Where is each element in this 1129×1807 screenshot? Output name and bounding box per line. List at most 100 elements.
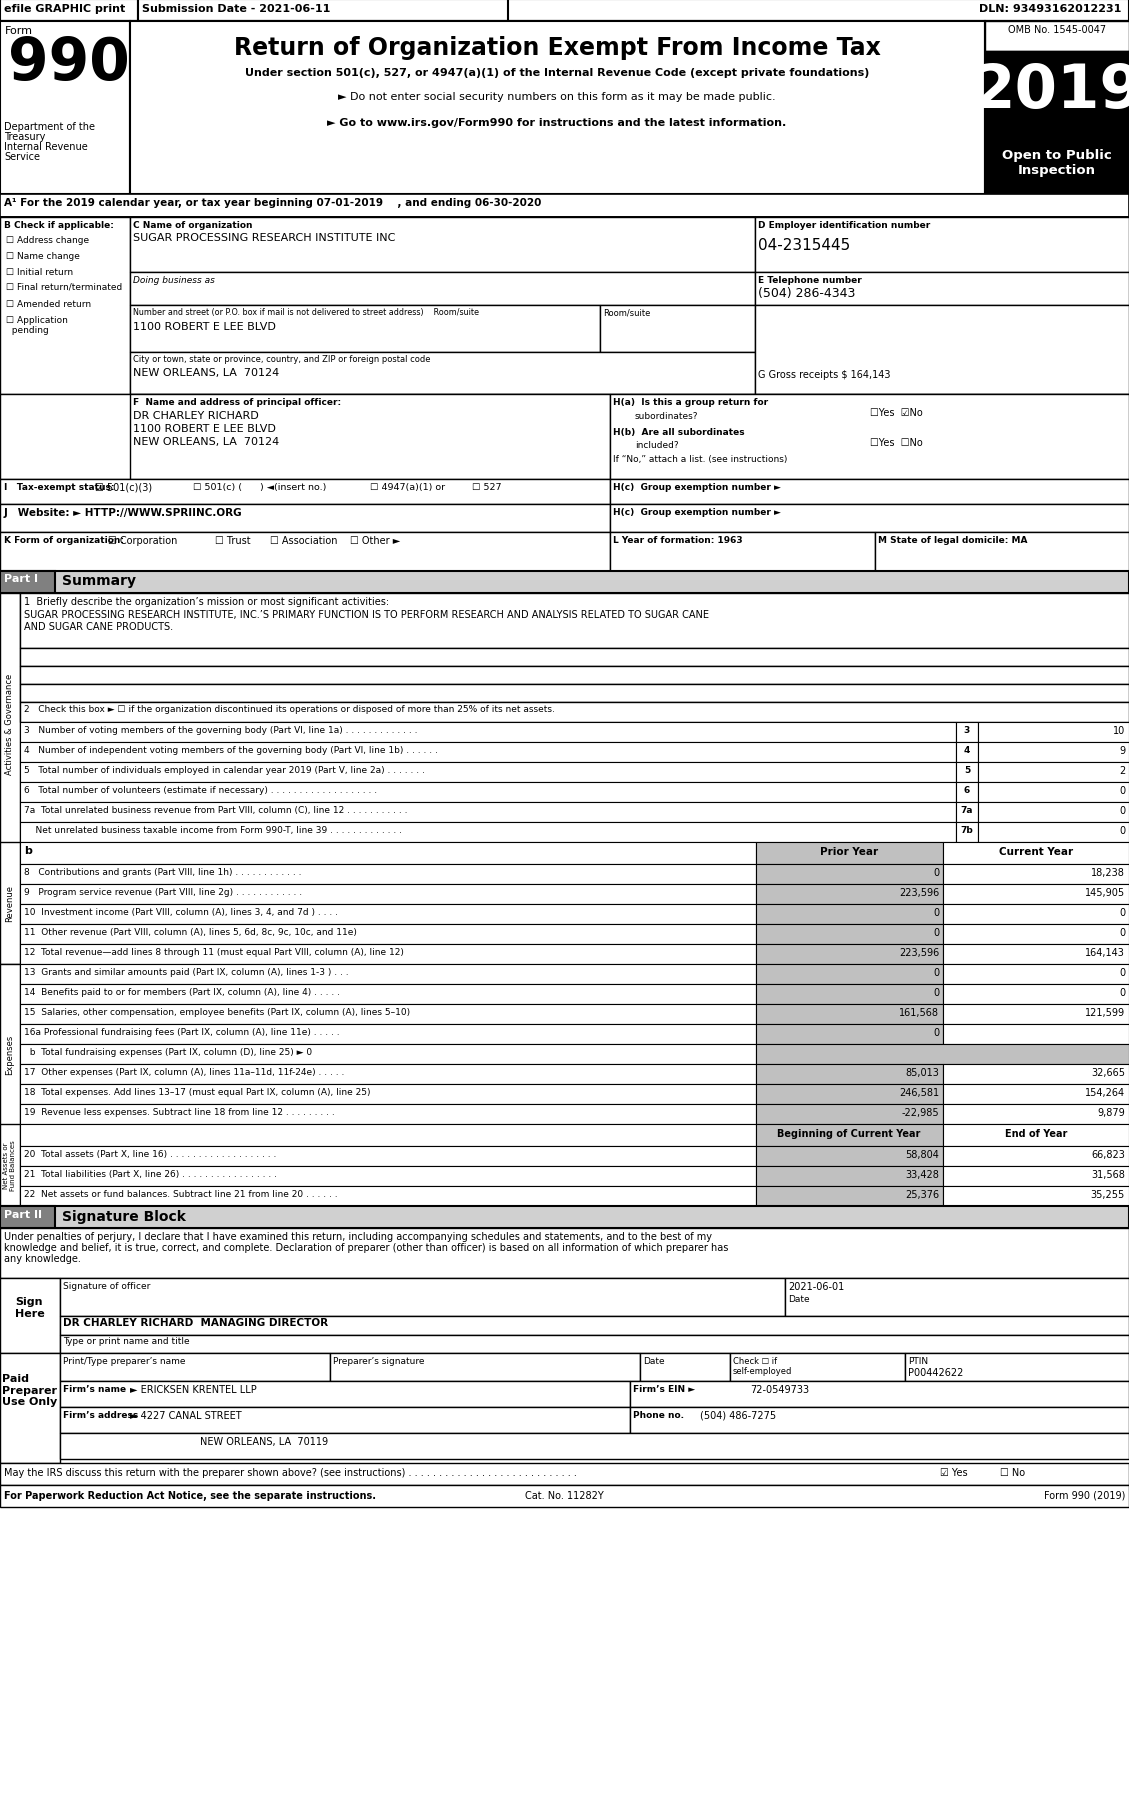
Bar: [610, 394, 1129, 479]
Text: 2   Check this box ► ☐ if the organization discontinued its operations or dispos: 2 Check this box ► ☐ if the organization…: [24, 705, 554, 714]
Bar: [20, 703, 1129, 723]
Text: C Name of organization: C Name of organization: [133, 220, 253, 229]
Text: 161,568: 161,568: [899, 1008, 939, 1017]
Bar: [984, 22, 1129, 52]
Bar: [20, 905, 756, 925]
Bar: [756, 965, 943, 985]
Text: included?: included?: [634, 441, 679, 450]
Text: 223,596: 223,596: [899, 887, 939, 898]
Bar: [610, 479, 1129, 504]
Text: L Year of formation: 1963: L Year of formation: 1963: [613, 535, 743, 544]
Bar: [0, 22, 1129, 195]
Text: 0: 0: [1119, 927, 1124, 938]
Text: Type or print name and title: Type or print name and title: [63, 1335, 190, 1344]
Text: 22  Net assets or fund balances. Subtract line 21 from line 20 . . . . . .: 22 Net assets or fund balances. Subtract…: [24, 1189, 338, 1198]
Text: Department of the: Department of the: [5, 121, 95, 132]
Bar: [0, 22, 130, 195]
Text: D Employer identification number: D Employer identification number: [758, 220, 930, 229]
Bar: [130, 352, 755, 394]
Text: ☐ Final return/terminated: ☐ Final return/terminated: [6, 284, 122, 293]
Bar: [943, 1084, 1129, 1104]
Text: Check ☐ if
self-employed: Check ☐ if self-employed: [733, 1357, 793, 1375]
Text: ☐ Association: ☐ Association: [270, 535, 338, 546]
Bar: [785, 1278, 1129, 1315]
Bar: [20, 1124, 756, 1146]
Text: 6: 6: [964, 786, 970, 795]
Text: 0: 0: [933, 867, 939, 878]
Text: ► 4227 CANAL STREET: ► 4227 CANAL STREET: [130, 1409, 242, 1420]
Text: 5: 5: [964, 766, 970, 775]
Text: 1100 ROBERT E LEE BLVD: 1100 ROBERT E LEE BLVD: [133, 425, 275, 434]
Text: 2: 2: [1119, 766, 1124, 775]
Text: Under penalties of perjury, I declare that I have examined this return, includin: Under penalties of perjury, I declare th…: [5, 1231, 712, 1241]
Text: Prior Year: Prior Year: [820, 846, 878, 857]
Bar: [0, 504, 610, 533]
Text: knowledge and belief, it is true, correct, and complete. Declaration of preparer: knowledge and belief, it is true, correc…: [5, 1243, 728, 1252]
Bar: [630, 1381, 1129, 1408]
Bar: [20, 743, 956, 763]
Text: E Telephone number: E Telephone number: [758, 276, 861, 286]
Text: 9,879: 9,879: [1097, 1108, 1124, 1117]
Bar: [943, 945, 1129, 965]
Bar: [756, 1187, 943, 1207]
Text: any knowledge.: any knowledge.: [5, 1254, 81, 1263]
Text: For Paperwork Reduction Act Notice, see the separate instructions.: For Paperwork Reduction Act Notice, see …: [5, 1491, 376, 1500]
Text: Firm’s address: Firm’s address: [63, 1409, 138, 1418]
Bar: [956, 802, 978, 822]
Text: H(c)  Group exemption number ►: H(c) Group exemption number ►: [613, 482, 781, 492]
Text: 7a: 7a: [961, 806, 973, 815]
Bar: [0, 533, 610, 571]
Text: 1  Briefly describe the organization’s mission or most significant activities:: 1 Briefly describe the organization’s mi…: [24, 596, 390, 607]
Bar: [0, 195, 1129, 219]
Bar: [20, 1005, 756, 1025]
Text: 6   Total number of volunteers (estimate if necessary) . . . . . . . . . . . . .: 6 Total number of volunteers (estimate i…: [24, 786, 377, 795]
Bar: [978, 763, 1129, 782]
Bar: [130, 394, 610, 479]
Bar: [610, 504, 1129, 533]
Bar: [20, 1084, 756, 1104]
Text: 4: 4: [964, 746, 970, 755]
Bar: [755, 305, 1129, 394]
Text: ☐ Other ►: ☐ Other ►: [350, 535, 401, 546]
Text: Under section 501(c), 527, or 4947(a)(1) of the Internal Revenue Code (except pr: Under section 501(c), 527, or 4947(a)(1)…: [245, 69, 869, 78]
Bar: [60, 1381, 630, 1408]
Bar: [943, 1146, 1129, 1166]
Text: Part I: Part I: [5, 573, 38, 584]
Text: 3: 3: [964, 726, 970, 735]
Bar: [943, 985, 1129, 1005]
Text: Phone no.: Phone no.: [633, 1409, 684, 1418]
Bar: [0, 1124, 20, 1207]
Text: Internal Revenue: Internal Revenue: [5, 143, 88, 152]
Text: Activities & Governance: Activities & Governance: [6, 672, 15, 773]
Bar: [943, 1166, 1129, 1187]
Text: B Check if applicable:: B Check if applicable:: [5, 220, 114, 229]
Bar: [756, 945, 943, 965]
Text: Signature Block: Signature Block: [62, 1209, 186, 1223]
Bar: [0, 1207, 55, 1229]
Text: NEW ORLEANS, LA  70124: NEW ORLEANS, LA 70124: [133, 437, 279, 446]
Text: 0: 0: [1119, 806, 1124, 815]
Text: Signature of officer: Signature of officer: [63, 1281, 150, 1290]
Text: Print/Type preparer’s name: Print/Type preparer’s name: [63, 1357, 185, 1366]
Text: 0: 0: [1119, 826, 1124, 835]
Text: 0: 0: [933, 987, 939, 997]
Bar: [0, 842, 20, 965]
Text: SUGAR PROCESSING RESEARCH INSTITUTE INC: SUGAR PROCESSING RESEARCH INSTITUTE INC: [133, 233, 395, 242]
Bar: [943, 1187, 1129, 1207]
Text: OMB No. 1545-0047: OMB No. 1545-0047: [1008, 25, 1106, 34]
Bar: [756, 864, 943, 884]
Bar: [20, 822, 956, 842]
Bar: [984, 52, 1129, 137]
Text: H(a)  Is this a group return for: H(a) Is this a group return for: [613, 398, 768, 407]
Bar: [20, 1104, 756, 1124]
Text: DR CHARLEY RICHARD: DR CHARLEY RICHARD: [133, 410, 259, 421]
Text: 164,143: 164,143: [1085, 947, 1124, 958]
Text: M State of legal domicile: MA: M State of legal domicile: MA: [878, 535, 1027, 544]
Text: Preparer’s signature: Preparer’s signature: [333, 1357, 425, 1366]
Text: Paid
Preparer
Use Only: Paid Preparer Use Only: [2, 1373, 58, 1406]
Bar: [755, 219, 1129, 273]
Bar: [0, 1485, 1129, 1507]
Bar: [756, 1084, 943, 1104]
Bar: [956, 782, 978, 802]
Text: ► ERICKSEN KRENTEL LLP: ► ERICKSEN KRENTEL LLP: [130, 1384, 256, 1395]
